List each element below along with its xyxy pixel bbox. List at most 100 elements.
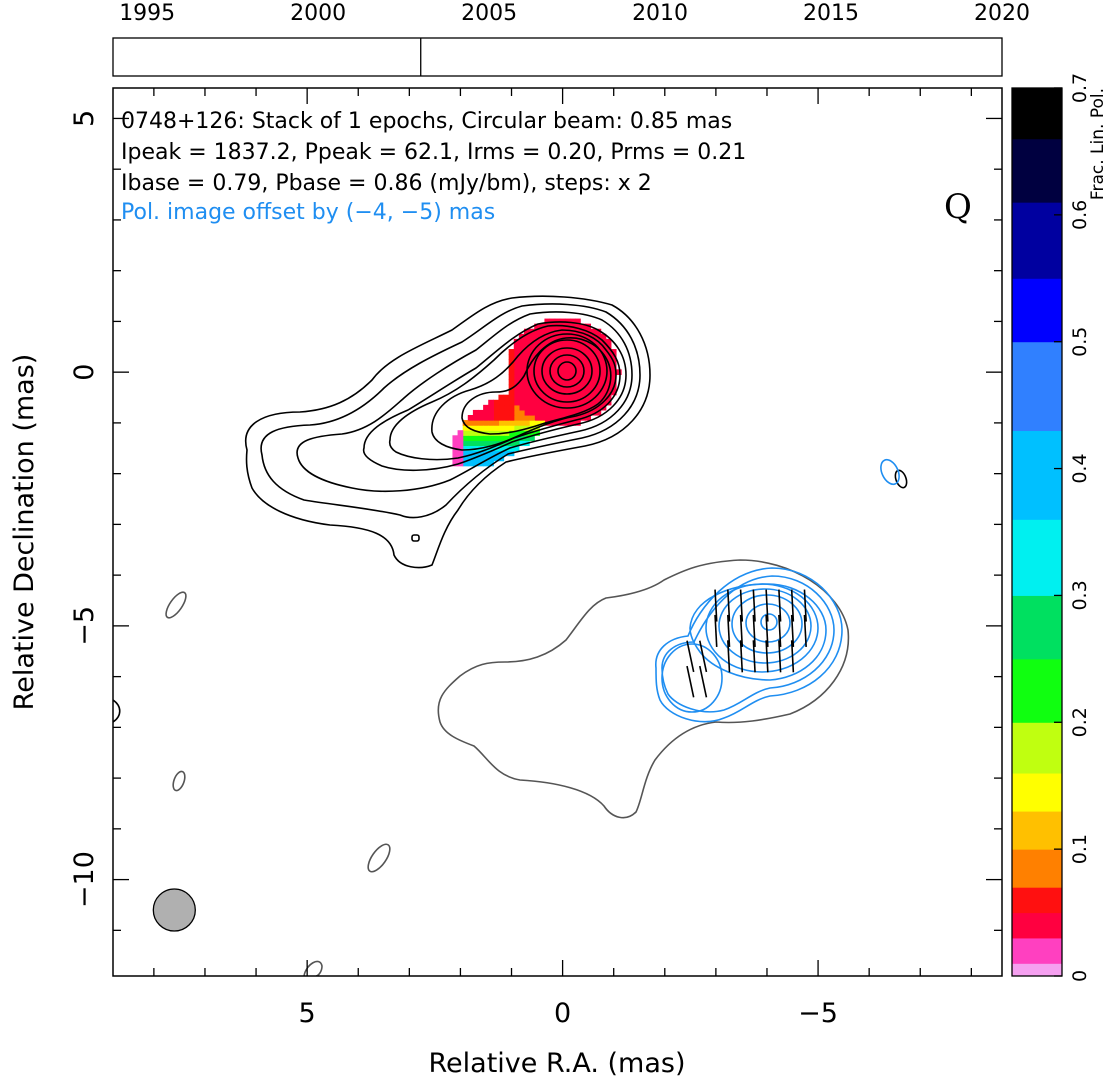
frac-pol-pixel (539, 328, 546, 335)
frac-pol-pixel (539, 394, 546, 401)
frac-pol-pixel (569, 318, 576, 325)
frac-pol-pixel (452, 460, 459, 467)
frac-pol-pixel (452, 435, 459, 441)
colorbar-cell (1012, 214, 1062, 229)
y-axis-title: Relative Declination (mas) (9, 354, 40, 711)
frac-pol-pixel (518, 343, 525, 350)
frac-pol-pixel (564, 328, 571, 335)
noise-contour (172, 770, 186, 792)
frac-pol-pixel (559, 343, 566, 350)
frac-pol-pixel (472, 440, 479, 447)
frac-pol-pixel (590, 409, 597, 416)
frac-pol-pixel (508, 349, 515, 355)
frac-pol-pixel (508, 404, 515, 411)
frac-pol-pixel (513, 404, 520, 411)
frac-pol-pixel (478, 414, 484, 421)
epoch-tick-label: 2010 (632, 1, 688, 26)
frac-pol-pixel (580, 369, 586, 375)
frac-pol-pixel (508, 374, 515, 381)
header-line-1: 0748+126: Stack of 1 epochs, Circular be… (121, 109, 732, 134)
frac-pol-pixel (467, 420, 474, 426)
map-panel: 5 0 −5 5 0 −5 −10 0748+126: Stack of 1 epochs,… (9, 87, 1003, 1079)
frac-pol-pixel (564, 394, 571, 401)
frac-pol-pixel (529, 389, 535, 396)
frac-pol-pixel (544, 384, 551, 391)
colorbar-cell (1012, 354, 1062, 368)
frac-pol-pixel (580, 389, 586, 396)
frac-pol-pixel (452, 440, 459, 447)
frac-pol-pixel (472, 455, 479, 462)
stokes-i-contour (362, 321, 627, 472)
colorbar-cell (1012, 240, 1062, 254)
frac-pol-pixel (457, 450, 464, 457)
frac-pol-pixel (534, 389, 540, 396)
frac-pol-pixel (585, 404, 592, 411)
frac-pol-pixel (575, 349, 581, 355)
frac-pol-pixel (472, 420, 479, 426)
frac-pol-pixel (503, 440, 510, 447)
evpa-stick (790, 589, 795, 622)
colorbar-cell (1012, 329, 1062, 343)
frac-pol-pixel (523, 379, 530, 386)
frac-pol-pixel (569, 379, 576, 386)
frac-pol-pixel (585, 364, 592, 370)
frac-pol-pixel (590, 333, 597, 340)
frac-pol-pixel (595, 384, 602, 391)
stokes-i-contour (244, 295, 651, 569)
evpa-stick (752, 640, 756, 673)
pol-contour (661, 643, 723, 713)
frac-pol-pixel (518, 389, 525, 396)
colorbar-cell (1012, 227, 1062, 241)
frac-pol-pixel (554, 328, 561, 335)
frac-pol-pixel (467, 460, 474, 467)
colorbar-cell (1012, 785, 1062, 799)
frac-pol-pixel (518, 384, 525, 391)
frac-pol-pixel (508, 354, 515, 360)
frac-pol-pixel (518, 420, 525, 426)
frac-pol-pixel (534, 328, 540, 335)
frac-pol-pixel (564, 389, 571, 396)
colorbar-cell (1012, 481, 1062, 495)
frac-pol-pixel (513, 349, 520, 355)
frac-pol-pixel (580, 399, 586, 406)
frac-pol-pixel (513, 364, 520, 370)
frac-pol-pixel (534, 379, 540, 386)
colorbar-cell (1012, 392, 1062, 406)
colorbar-cell (1012, 811, 1062, 825)
frac-pol-pixel (569, 384, 576, 391)
frac-pol-pixel (575, 384, 581, 391)
frac-pol-pixel (600, 359, 607, 365)
frac-pol-pixel (554, 374, 561, 381)
frac-pol-pixel (575, 333, 581, 340)
frac-pol-pixel (569, 364, 576, 370)
stokes-i-contour (260, 303, 641, 519)
frac-pol-pixel (590, 394, 597, 401)
frac-pol-pixel (564, 409, 571, 416)
frac-pol-pixel (605, 338, 612, 345)
frac-pol-pixel (498, 420, 505, 426)
frac-pol-pixel (493, 404, 500, 411)
frac-pol-pixel (534, 359, 540, 365)
evpa-stick (765, 640, 769, 673)
frac-pol-pixel (595, 349, 602, 355)
colorbar-cell (1012, 912, 1062, 926)
frac-pol-pixel (534, 374, 540, 381)
frac-pol-pixel (559, 328, 566, 335)
colorbar-cell (1012, 202, 1062, 216)
frac-pol-pixel (590, 354, 597, 360)
frac-pol-pixel (493, 414, 500, 421)
y-tick-label: 5 (69, 110, 100, 127)
colorbar-cell (1012, 493, 1062, 508)
frac-pol-pixel (498, 435, 505, 441)
frac-pol-pixel (539, 399, 546, 406)
frac-pol-pixel (549, 354, 556, 360)
frac-pol-pixel (498, 399, 505, 406)
frac-pol-pixel (503, 435, 510, 441)
frac-pol-pixel (569, 349, 576, 355)
colorbar-cell (1012, 455, 1062, 470)
frac-pol-pixel (564, 364, 571, 370)
colorbar-cell (1012, 164, 1062, 178)
frac-pol-pixel (518, 374, 525, 381)
frac-pol-pixel (590, 389, 597, 396)
frac-pol-pixel (539, 323, 546, 330)
